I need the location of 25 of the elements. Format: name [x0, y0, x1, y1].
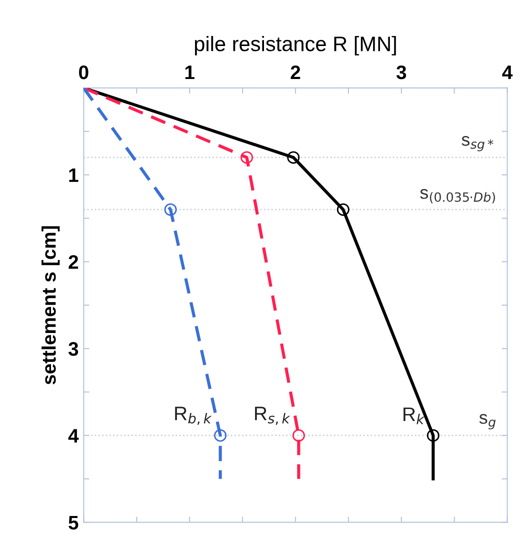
- y-tick-label: 5: [68, 516, 78, 530]
- point: [287, 151, 300, 164]
- ref-line-label: s$_{g}$: [479, 414, 496, 430]
- y-tick-label: 4: [68, 429, 79, 443]
- y-tick-label: 3: [68, 342, 78, 356]
- point: [240, 151, 254, 164]
- ref-line-label: s$_{sg*}$: [462, 136, 494, 152]
- series-label: R$_{k}$: [404, 408, 425, 424]
- x-tick-label: 3: [396, 65, 406, 80]
- ref-line-label: s$_{(0.035·Db)}$: [420, 189, 495, 204]
- series-label: R$_{b,k}$: [175, 406, 212, 425]
- x-tick-label: 0: [79, 65, 88, 80]
- y-tick-label: 1: [69, 168, 78, 182]
- point: [164, 203, 177, 216]
- point: [214, 429, 227, 442]
- y-tick-label: 2: [68, 255, 78, 269]
- point: [336, 203, 350, 216]
- y-axis-title: settlement s [cm]: [42, 226, 60, 384]
- point: [292, 429, 305, 442]
- x-tick-label: 2: [290, 65, 300, 80]
- point: [426, 429, 440, 442]
- x-axis-title: pile resistance R [MN]: [194, 36, 396, 56]
- x-tick-label: 4: [502, 66, 513, 80]
- series-label: R$_{s,k}$: [255, 406, 290, 425]
- x-tick-label: 1: [185, 66, 194, 80]
